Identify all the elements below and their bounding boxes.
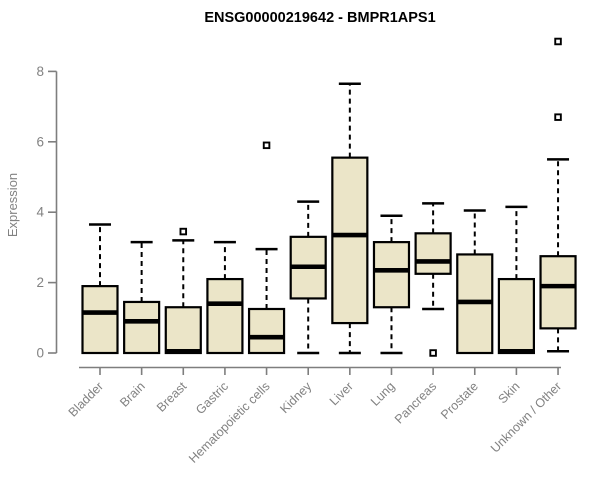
x-axis-tick-label-brain: Brain bbox=[117, 379, 148, 410]
y-axis-tick-label: 4 bbox=[36, 205, 44, 220]
x-axis-tick-label-liver: Liver bbox=[327, 379, 356, 408]
box-skin bbox=[497, 205, 535, 355]
box-breast bbox=[164, 227, 202, 355]
x-axis-tick-label-prostate: Prostate bbox=[438, 379, 481, 422]
box-prostate bbox=[456, 209, 494, 355]
x-axis-tick-label-bladder: Bladder bbox=[66, 379, 106, 419]
box-kidney bbox=[289, 200, 327, 355]
iqr-box bbox=[497, 277, 535, 355]
x-axis-tick-label-pancreas: Pancreas bbox=[392, 379, 439, 426]
boxplot-series bbox=[81, 37, 577, 357]
iqr-box bbox=[206, 277, 244, 355]
x-axis-tick-label-hematopoietic-cells: Hematopoietic cells bbox=[186, 379, 273, 466]
outlier-point bbox=[262, 141, 271, 150]
iqr-box bbox=[81, 285, 119, 355]
outlier-point bbox=[554, 37, 562, 46]
box-lung bbox=[372, 214, 411, 355]
iqr-box bbox=[414, 232, 452, 275]
x-axis-tick-label-lung: Lung bbox=[368, 379, 398, 409]
y-axis: 0 2 4 6 8 bbox=[36, 64, 58, 361]
box-liver bbox=[331, 82, 369, 355]
iqr-box bbox=[539, 255, 577, 330]
outlier-point bbox=[429, 349, 437, 357]
x-axis-tick-label-breast: Breast bbox=[154, 379, 190, 415]
y-axis-tick-label: 0 bbox=[36, 346, 44, 361]
iqr-box bbox=[123, 300, 161, 355]
chart-title: ENSG00000219642 - BMPR1APS1 bbox=[204, 10, 435, 26]
y-axis-tick-label: 6 bbox=[36, 134, 44, 149]
iqr-box bbox=[331, 156, 369, 325]
box-bladder bbox=[81, 223, 119, 355]
box-pancreas bbox=[414, 202, 452, 357]
outlier-point bbox=[179, 227, 188, 236]
y-axis-tick-label: 2 bbox=[36, 275, 44, 290]
box-gastric bbox=[206, 240, 244, 355]
x-axis-tick-label-gastric: Gastric bbox=[193, 379, 231, 417]
y-axis-label: Expression bbox=[5, 173, 20, 237]
outlier-point bbox=[554, 113, 562, 121]
y-axis-tick-label: 8 bbox=[36, 64, 44, 79]
iqr-box bbox=[164, 306, 202, 355]
box-hematopoietic-cells bbox=[247, 141, 286, 355]
box-unknown-other bbox=[539, 37, 577, 353]
x-axis-tick-label-skin: Skin bbox=[495, 379, 522, 406]
x-axis-tick-label-unknown-other: Unknown / Other bbox=[488, 379, 564, 455]
iqr-box bbox=[372, 241, 411, 309]
iqr-box bbox=[247, 307, 286, 355]
box-brain bbox=[123, 240, 161, 355]
x-axis-tick-label-kidney: Kidney bbox=[277, 379, 314, 416]
